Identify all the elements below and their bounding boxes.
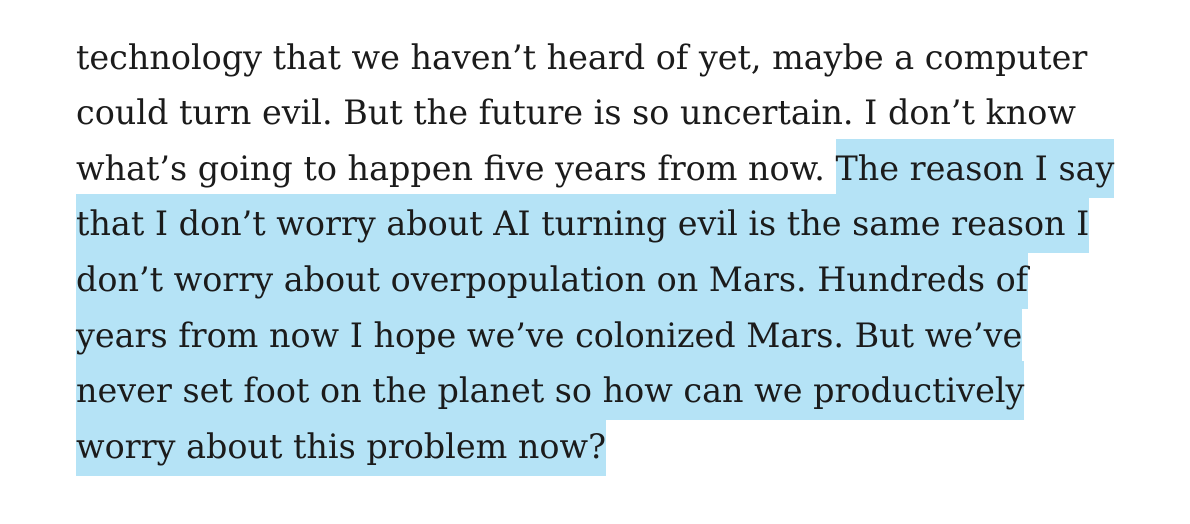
- text-line-4-plain: what’s going to happen five years from n…: [76, 148, 825, 188]
- text-line-6: don’t worry about overpopulation on Mars…: [76, 249, 1156, 309]
- highlighted-text-end[interactable]: worry about this problem now?: [76, 416, 606, 476]
- text-line-2: technology that we haven’t heard of yet,…: [76, 37, 1088, 77]
- highlighted-text-start[interactable]: The reason I say: [835, 138, 1115, 198]
- highlighted-text[interactable]: years from now I hope we’ve colonized Ma…: [76, 305, 1023, 365]
- highlighted-text[interactable]: that I don’t worry about AI turning evil…: [76, 194, 1090, 254]
- text-line-5: that I don’t worry about AI turning evil…: [76, 194, 1156, 254]
- text-line-1: [76, 0, 1156, 30]
- text-line-7: years from now I hope we’ve colonized Ma…: [76, 305, 1156, 365]
- highlighted-text[interactable]: never set foot on the planet so how can …: [76, 361, 1025, 421]
- text-line-3: could turn evil. But the future is so un…: [76, 93, 1076, 133]
- text-line-4: what’s going to happen five years from n…: [76, 138, 1156, 198]
- text-line-9: worry about this problem now?: [76, 416, 1156, 476]
- article-body: technology that we haven’t heard of yet,…: [76, 0, 1156, 476]
- highlighted-text[interactable]: don’t worry about overpopulation on Mars…: [76, 249, 1029, 309]
- text-line-8: never set foot on the planet so how can …: [76, 361, 1156, 421]
